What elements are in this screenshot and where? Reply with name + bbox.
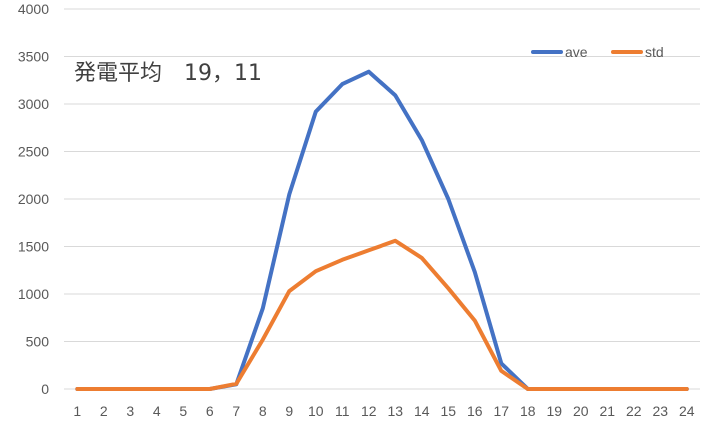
- y-tick-label: 3500: [18, 49, 49, 65]
- x-tick-label: 14: [414, 403, 430, 419]
- x-tick-label: 24: [679, 403, 695, 419]
- x-tick-label: 3: [126, 403, 134, 419]
- x-tick-label: 1: [73, 403, 81, 419]
- y-tick-label: 3000: [18, 96, 49, 112]
- x-tick-label: 20: [573, 403, 589, 419]
- legend: ave std: [531, 44, 664, 60]
- x-tick-label: 2: [100, 403, 108, 419]
- x-tick-label: 7: [232, 403, 240, 419]
- legend-label-ave: ave: [565, 44, 588, 60]
- x-tick-label: 18: [520, 403, 536, 419]
- x-tick-label: 10: [308, 403, 324, 419]
- series-lines: [75, 69, 689, 391]
- y-axis-tick-labels: 0 500 1000 1500 2000 2500 3000 3500 4000: [18, 1, 49, 397]
- y-tick-label: 2000: [18, 191, 49, 207]
- x-tick-label: 5: [179, 403, 187, 419]
- legend-label-std: std: [645, 44, 664, 60]
- x-axis-tick-labels: 1 2 3 4 5 6 7 8 9 10 11 12 13 14 15 16 17 18 19 20 21 22 23 24: [73, 403, 694, 419]
- x-tick-label: 21: [599, 403, 615, 419]
- x-tick-label: 8: [259, 403, 267, 419]
- x-tick-label: 22: [626, 403, 642, 419]
- x-tick-label: 19: [546, 403, 562, 419]
- y-tick-label: 2500: [18, 144, 49, 160]
- x-tick-label: 6: [206, 403, 214, 419]
- chart-title: 発電平均 19，11: [74, 61, 262, 86]
- y-tick-label: 500: [26, 334, 50, 350]
- x-tick-label: 16: [467, 403, 483, 419]
- x-tick-label: 17: [493, 403, 509, 419]
- y-tick-label: 0: [41, 381, 49, 397]
- y-tick-label: 4000: [18, 1, 49, 17]
- x-tick-label: 13: [387, 403, 403, 419]
- x-tick-label: 12: [361, 403, 377, 419]
- y-tick-label: 1000: [18, 286, 49, 302]
- x-tick-label: 23: [652, 403, 668, 419]
- series-line-std: [75, 238, 689, 391]
- x-tick-label: 9: [285, 403, 293, 419]
- x-tick-label: 15: [440, 403, 456, 419]
- y-tick-label: 1500: [18, 239, 49, 255]
- x-tick-label: 4: [153, 403, 161, 419]
- gridlines: [64, 8, 700, 390]
- x-tick-label: 11: [335, 403, 350, 419]
